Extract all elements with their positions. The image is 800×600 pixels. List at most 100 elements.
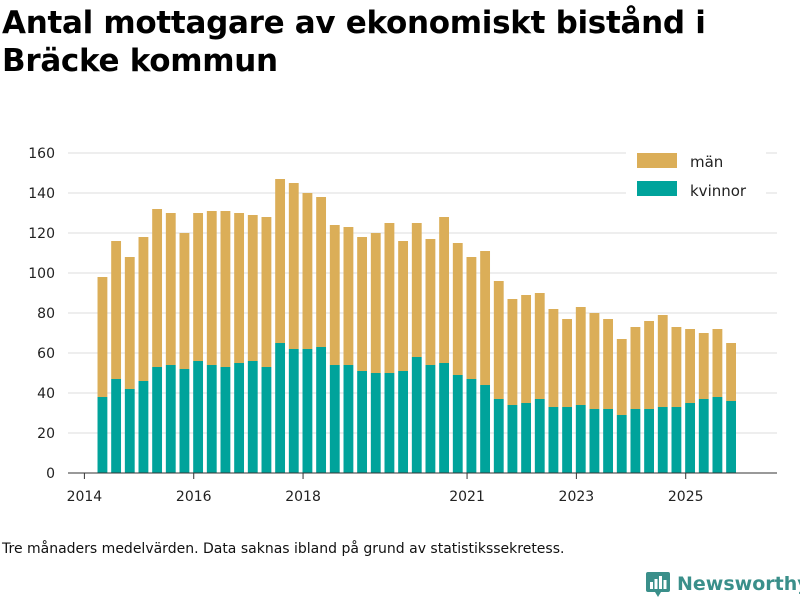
bar-kvinnor [343, 365, 354, 473]
bar-kvinnor [575, 405, 586, 473]
bar-man [275, 179, 286, 343]
bar-man [357, 237, 368, 371]
bar-kvinnor [452, 375, 463, 473]
bar-man [493, 281, 504, 399]
x-tick-label: 2025 [668, 489, 704, 505]
bar-kvinnor [439, 363, 450, 473]
bar-man [261, 217, 272, 367]
bar-man [234, 213, 245, 363]
bar-kvinnor [589, 409, 600, 473]
bar-man [165, 213, 176, 365]
bar-man [466, 257, 477, 379]
chart-title: Antal mottagare av ekonomiskt bistånd i … [2, 5, 706, 79]
bar-man [726, 343, 737, 401]
bar-kvinnor [206, 365, 217, 473]
y-tick-label: 120 [28, 226, 55, 242]
bar-kvinnor [493, 399, 504, 473]
bar-kvinnor [138, 381, 149, 473]
bar-kvinnor [398, 371, 409, 473]
bar-kvinnor [698, 399, 709, 473]
x-tick-label: 2023 [559, 489, 595, 505]
bar-kvinnor [302, 349, 313, 473]
bar-kvinnor [220, 367, 231, 473]
y-tick-label: 60 [37, 346, 55, 362]
bar-kvinnor [726, 401, 737, 473]
bar-kvinnor [316, 347, 327, 473]
bar-man [712, 329, 723, 397]
bar-kvinnor [193, 361, 204, 473]
brand-name: Newsworthy [677, 573, 800, 595]
bar-kvinnor [234, 363, 245, 473]
bar-man [138, 237, 149, 381]
x-tick-label: 2018 [285, 489, 321, 505]
footnote: Tre månaders medelvärden. Data saknas ib… [2, 541, 565, 557]
bar-man [657, 315, 668, 407]
y-axis-tick-labels: 0 20 40 60 80 100 120 140 160 [28, 146, 55, 482]
bar-kvinnor [644, 409, 655, 473]
legend-swatch-kvinnor [637, 181, 677, 196]
bar-kvinnor [111, 379, 122, 473]
bar-man [698, 333, 709, 399]
bar-kvinnor [425, 365, 436, 473]
bar-kvinnor [521, 403, 532, 473]
bar-kvinnor [534, 399, 545, 473]
bar-man [534, 293, 545, 399]
y-tick-label: 140 [28, 186, 55, 202]
bar-man [630, 327, 641, 409]
bar-kvinnor [384, 373, 395, 473]
bar-kvinnor [165, 365, 176, 473]
bar-kvinnor [480, 385, 491, 473]
bar-man [452, 243, 463, 375]
bar-kvinnor [124, 389, 135, 473]
y-tick-label: 0 [46, 466, 55, 482]
bar-kvinnor [657, 407, 668, 473]
bar-man [124, 257, 135, 389]
bar-kvinnor [712, 397, 723, 473]
x-axis-tick-labels: 2014 2016 2018 2021 2023 2025 [67, 489, 704, 505]
bar-man [247, 215, 258, 361]
bar-kvinnor [357, 371, 368, 473]
bar-kvinnor [562, 407, 573, 473]
y-tick-label: 80 [37, 306, 55, 322]
bar-kvinnor [261, 367, 272, 473]
bar-man [562, 319, 573, 407]
bar-kvinnor [247, 361, 258, 473]
bar-man [398, 241, 409, 371]
bar-man [206, 211, 217, 365]
bar-man [521, 295, 532, 403]
bar-man [411, 223, 422, 357]
bar-man [685, 329, 696, 403]
bar-man [644, 321, 655, 409]
bar-kvinnor [548, 407, 559, 473]
y-tick-label: 160 [28, 146, 55, 162]
bar-man [548, 309, 559, 407]
bar-kvinnor [507, 405, 518, 473]
bar-kvinnor [603, 409, 614, 473]
y-tick-label: 20 [37, 426, 55, 442]
bar-kvinnor [97, 397, 108, 473]
bar-kvinnor [616, 415, 627, 473]
bar-man [425, 239, 436, 365]
legend-label-kvinnor: kvinnor [690, 182, 747, 200]
bar-man [439, 217, 450, 363]
x-axis-ticks [83, 473, 687, 479]
bar-man [370, 233, 381, 373]
bar-man [179, 233, 190, 369]
bar-kvinnor [630, 409, 641, 473]
brand-logo[interactable]: Newsworthy [645, 568, 800, 600]
x-tick-label: 2014 [67, 489, 103, 505]
bar-man [193, 213, 204, 361]
y-tick-label: 100 [28, 266, 55, 282]
bar-man [384, 223, 395, 373]
bar-kvinnor [275, 343, 286, 473]
newsworthy-logo-icon [646, 572, 670, 597]
bar-kvinnor [370, 373, 381, 473]
bar-man [302, 193, 313, 349]
x-tick-label: 2021 [449, 489, 485, 505]
bar-kvinnor [685, 403, 696, 473]
bar-kvinnor [329, 365, 340, 473]
bar-man [671, 327, 682, 407]
bars [97, 179, 737, 473]
y-tick-label: 40 [37, 386, 55, 402]
